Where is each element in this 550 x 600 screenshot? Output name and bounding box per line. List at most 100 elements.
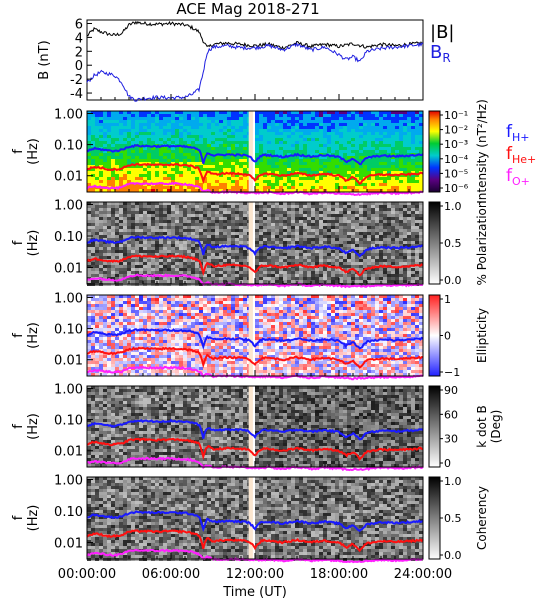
- heatmap-cell: [219, 177, 223, 180]
- heatmap-cell: [111, 343, 115, 346]
- heatmap-cell: [163, 126, 167, 129]
- heatmap-cell: [271, 202, 275, 205]
- heatmap-cell: [91, 141, 95, 144]
- heatmap-cell: [111, 147, 115, 150]
- heatmap-cell: [127, 313, 131, 316]
- heatmap-cell: [123, 352, 127, 355]
- heatmap-cell: [155, 226, 159, 229]
- heatmap-cell: [95, 253, 99, 256]
- heatmap-cell: [411, 180, 415, 183]
- heatmap-cell: [271, 214, 275, 217]
- heatmap-cell: [303, 162, 307, 165]
- heatmap-cell: [315, 232, 319, 235]
- heatmap-cell: [343, 226, 347, 229]
- heatmap-cell: [151, 277, 155, 280]
- heatmap-cell: [335, 277, 339, 280]
- heatmap-cell: [211, 123, 215, 126]
- heatmap-cell: [223, 165, 227, 168]
- heatmap-cell: [351, 226, 355, 229]
- heatmap-cell: [235, 183, 239, 186]
- heatmap-cell: [107, 217, 111, 220]
- heatmap-cell: [307, 232, 311, 235]
- heatmap-cell: [135, 165, 139, 168]
- heatmap-cell: [179, 277, 183, 280]
- heatmap-cell: [363, 183, 367, 186]
- heatmap-cell: [195, 232, 199, 235]
- heatmap-cell: [351, 159, 355, 162]
- heatmap-cell: [371, 277, 375, 280]
- heatmap-cell: [347, 211, 351, 214]
- heatmap-cell: [143, 132, 147, 135]
- heatmap-cell: [231, 268, 235, 271]
- heatmap-cell: [399, 259, 403, 262]
- heatmap-cell: [395, 117, 399, 120]
- heatmap-cell: [331, 132, 335, 135]
- heatmap-cell: [179, 271, 183, 274]
- heatmap-cell: [391, 120, 395, 123]
- heatmap-cell: [103, 244, 107, 247]
- heatmap-cell: [415, 117, 419, 120]
- f-h-line: [86, 235, 424, 258]
- heatmap-cell: [127, 174, 131, 177]
- heatmap-cell: [379, 114, 383, 117]
- heatmap-cell: [343, 280, 347, 283]
- heatmap-cell: [275, 177, 279, 180]
- heatmap-cell: [87, 253, 91, 256]
- heatmap-cell: [263, 141, 267, 144]
- heatmap-cell: [399, 247, 403, 250]
- heatmap-cell: [307, 256, 311, 259]
- heatmap-cell: [311, 232, 315, 235]
- heatmap-cell: [135, 355, 139, 358]
- heatmap-cell: [115, 235, 119, 238]
- heatmap-cell: [283, 141, 287, 144]
- heatmap-cell: [187, 141, 191, 144]
- heatmap-cell: [235, 159, 239, 162]
- heatmap-cell: [255, 123, 259, 126]
- heatmap-cell: [175, 259, 179, 262]
- heatmap-cell: [419, 117, 423, 120]
- heatmap-cell: [363, 274, 367, 277]
- heatmap-cell: [111, 202, 115, 205]
- heatmap-cell: [311, 117, 315, 120]
- heatmap-cell: [303, 268, 307, 271]
- heatmap-cell: [255, 277, 259, 280]
- heatmap-cell: [99, 117, 103, 120]
- heatmap-cell: [243, 138, 247, 141]
- heatmap-cell: [303, 147, 307, 150]
- heatmap-cell: [415, 247, 419, 250]
- heatmap-cell: [219, 162, 223, 165]
- heatmap-cell: [235, 165, 239, 168]
- heatmap-cell: [207, 238, 211, 241]
- heatmap-cell: [95, 316, 99, 319]
- heatmap-cell: [279, 162, 283, 165]
- heatmap-cell: [367, 183, 371, 186]
- heatmap-cell: [355, 259, 359, 262]
- heatmap-cell: [319, 244, 323, 247]
- heatmap-cell: [299, 208, 303, 211]
- heatmap-cell: [207, 217, 211, 220]
- heatmap-cell: [371, 189, 375, 192]
- heatmap-cell: [375, 132, 379, 135]
- heatmap-cell: [363, 280, 367, 283]
- heatmap-cell: [127, 241, 131, 244]
- heatmap-cell: [403, 183, 407, 186]
- heatmap-cell: [379, 117, 383, 120]
- heatmap-cell: [183, 171, 187, 174]
- heatmap-cell: [395, 123, 399, 126]
- heatmap-cell: [107, 346, 111, 349]
- heatmap-cell: [91, 352, 95, 355]
- heatmap-cell: [135, 265, 139, 268]
- heatmap-cell: [283, 162, 287, 165]
- heatmap-cell: [355, 202, 359, 205]
- heatmap-cell: [151, 123, 155, 126]
- heatmap-cell: [95, 319, 99, 322]
- heatmap-cell: [263, 126, 267, 129]
- heatmap-cell: [383, 150, 387, 153]
- heatmap-cell: [283, 244, 287, 247]
- heatmap-cell: [339, 217, 343, 220]
- heatmap-cell: [119, 177, 123, 180]
- heatmap-cell: [147, 247, 151, 250]
- heatmap-cell: [175, 165, 179, 168]
- heatmap-cell: [339, 114, 343, 117]
- heatmap-cell: [343, 132, 347, 135]
